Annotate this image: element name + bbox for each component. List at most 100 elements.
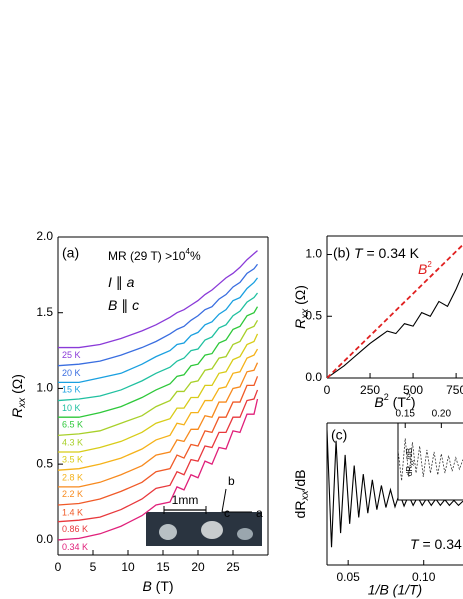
label-part: B — [374, 394, 383, 410]
label-part: xx — [410, 460, 416, 466]
data-line — [58, 389, 259, 523]
annotation-text: B — [108, 297, 117, 313]
subtitle: T = 0.34 K — [354, 245, 420, 261]
data-line — [327, 430, 463, 548]
x-axis-label: B2 (T2) — [374, 392, 415, 409]
axis-letter: b — [228, 474, 235, 488]
photo-blob — [201, 521, 223, 539]
scale-label: 1mm — [172, 493, 199, 507]
annotation-text: c — [132, 297, 139, 313]
series-label: 3.5 K — [62, 454, 83, 464]
x-tick-label: 20 — [191, 560, 205, 574]
label-part: (Ω) — [292, 285, 308, 309]
inset-y-label: dRxx/dB — [405, 448, 415, 476]
label-part: xx — [17, 397, 28, 409]
x-tick-label: 0.15 — [395, 409, 415, 420]
series-label: 10 K — [62, 403, 81, 413]
annotation: B ∥ c — [108, 297, 139, 313]
label-part: 2 — [427, 260, 432, 269]
annotation-sup: 4 — [185, 247, 190, 256]
annotation-text: % — [190, 249, 201, 263]
x-tick-label: 0 — [324, 383, 331, 397]
panel-label: (c) — [331, 427, 347, 443]
data-line — [58, 362, 259, 488]
panel-label: (a) — [62, 245, 79, 261]
data-line — [327, 243, 463, 378]
label-part: B — [418, 261, 427, 277]
x-tick-label: 0.10 — [412, 570, 436, 584]
label-part: T — [410, 536, 420, 552]
annotation-text: a — [127, 274, 135, 290]
series-label: 2.2 K — [62, 489, 83, 499]
x-tick-label: 500 — [403, 383, 423, 397]
crystal-axis — [221, 488, 227, 513]
subtitle: T = 0.34 K — [410, 536, 463, 552]
annotation-text: I — [108, 274, 112, 290]
annotation-text: MR (29 T) >10 — [108, 249, 186, 263]
y-tick-label: 0.0 — [305, 370, 322, 384]
label-part: 2 — [384, 392, 389, 402]
x-tick-label: 250 — [360, 383, 380, 397]
x-tick-label: 10 — [121, 560, 135, 574]
y-axis-label: dRxx/dB — [292, 470, 311, 519]
photo-blob — [237, 528, 253, 540]
data-line — [58, 333, 259, 453]
annotation: MR (29 T) >104% — [108, 247, 201, 263]
label-part: T — [354, 245, 364, 261]
x-tick-label: 0.05 — [336, 570, 360, 584]
label-part: B — [142, 578, 151, 594]
y-tick-label: 1.5 — [36, 305, 53, 319]
label-part: dR — [405, 466, 414, 476]
label-part: /dB — [292, 470, 308, 491]
x-tick-label: 5 — [90, 560, 97, 574]
series-label: 6.5 K — [62, 420, 83, 430]
series-label: 20 K — [62, 368, 81, 378]
data-line — [58, 292, 259, 402]
series-label: 25 K — [62, 350, 81, 360]
annotation-text: ∥ — [112, 274, 127, 290]
series-label: 0.86 K — [62, 524, 88, 534]
label-part: ) — [411, 394, 416, 410]
label-part: R — [292, 319, 308, 329]
y-tick-label: 1.0 — [36, 381, 53, 395]
series-label: 1.4 K — [62, 507, 83, 517]
panel-label: (b) — [333, 245, 350, 261]
axis-letter: c — [224, 506, 230, 520]
fit-label: B2 — [418, 260, 432, 277]
data-line — [58, 348, 259, 471]
x-tick-label: 25 — [226, 560, 240, 574]
label-part: = 0.34 K — [419, 536, 463, 552]
x-tick-label: 15 — [156, 560, 170, 574]
photo-blob — [159, 524, 177, 540]
y-tick-label: 0.5 — [36, 456, 53, 470]
y-tick-label: 1.0 — [305, 247, 322, 261]
y-axis-label: Rxx (Ω) — [292, 285, 311, 329]
label-part: R — [9, 408, 25, 418]
data-line — [58, 277, 259, 384]
inset-background — [398, 423, 463, 500]
data-line — [58, 398, 259, 541]
label-part: dR — [292, 501, 308, 519]
label-part: xx — [300, 308, 311, 320]
annotation-text: ∥ — [117, 297, 132, 313]
x-tick-label: 0 — [55, 560, 62, 574]
label-part: (Ω) — [9, 374, 25, 398]
data-line — [58, 376, 259, 506]
axis-letter: a — [256, 506, 263, 520]
x-tick-label: 750 — [446, 383, 463, 397]
series-label: 4.3 K — [62, 438, 83, 448]
annotation: I ∥ a — [108, 274, 135, 290]
data-line — [58, 250, 258, 349]
series-label: 2.8 K — [62, 473, 83, 483]
sample-photo — [146, 488, 262, 546]
label-part: (T) — [152, 578, 174, 594]
label-part: xx — [300, 490, 311, 502]
y-tick-label: 2.0 — [36, 229, 53, 243]
data-line — [58, 306, 259, 418]
y-tick-label: 0.5 — [305, 308, 322, 322]
y-axis-label: Rxx (Ω) — [9, 374, 28, 418]
data-line — [398, 438, 463, 481]
series-label: 15 K — [62, 385, 81, 395]
data-line — [58, 263, 259, 367]
